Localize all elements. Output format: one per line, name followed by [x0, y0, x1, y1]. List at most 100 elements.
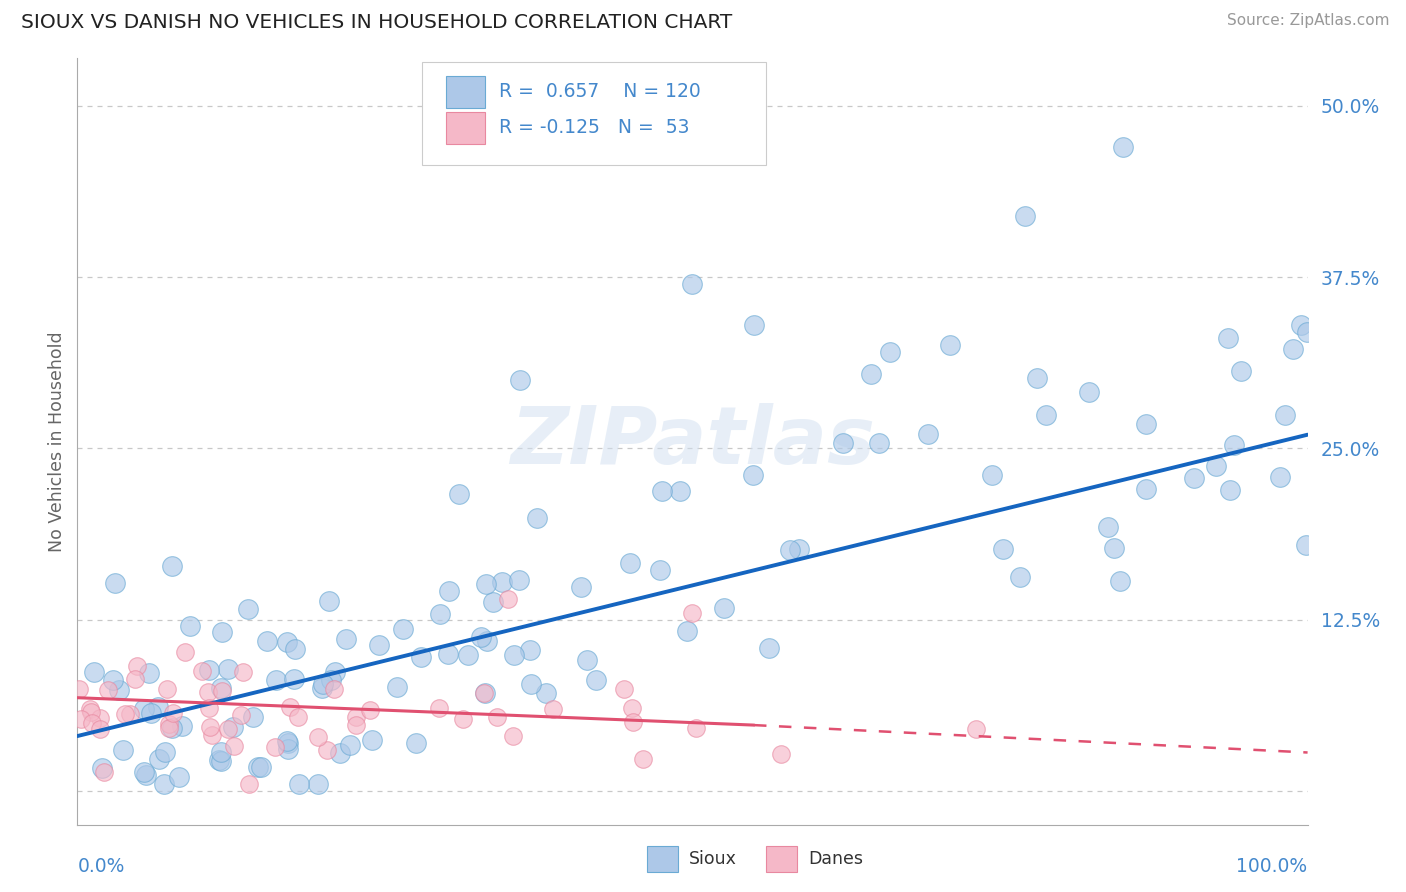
- Point: [276, 733, 298, 747]
- Point: [1216, 331, 1239, 345]
- Point: [939, 338, 962, 352]
- Point: [209, 755, 232, 769]
- Point: [284, 642, 307, 657]
- Point: [160, 721, 183, 735]
- Point: [217, 723, 239, 737]
- Point: [411, 649, 433, 664]
- Point: [173, 645, 195, 659]
- Text: Sioux: Sioux: [689, 850, 737, 868]
- Point: [447, 487, 470, 501]
- Point: [832, 435, 855, 450]
- Point: [1077, 385, 1099, 400]
- Y-axis label: No Vehicles in Household: No Vehicles in Household: [48, 331, 66, 552]
- Point: [437, 647, 460, 661]
- Point: [322, 681, 344, 696]
- Point: [860, 367, 883, 381]
- Point: [648, 563, 671, 577]
- Point: [125, 658, 148, 673]
- Point: [1035, 409, 1057, 423]
- Point: [991, 541, 1014, 556]
- Point: [104, 576, 127, 591]
- Point: [329, 746, 352, 760]
- Text: R = -0.125   N =  53: R = -0.125 N = 53: [499, 118, 689, 137]
- Point: [201, 728, 224, 742]
- Point: [138, 665, 160, 680]
- Point: [621, 714, 644, 729]
- Point: [191, 664, 214, 678]
- Point: [519, 677, 541, 691]
- Point: [621, 700, 644, 714]
- Point: [157, 722, 180, 736]
- Point: [769, 747, 792, 762]
- Point: [619, 556, 641, 570]
- Point: [541, 702, 564, 716]
- Point: [335, 632, 357, 646]
- Point: [339, 738, 361, 752]
- Point: [344, 718, 367, 732]
- Point: [197, 685, 219, 699]
- Point: [114, 706, 136, 721]
- Point: [344, 710, 367, 724]
- Text: Danes: Danes: [808, 850, 863, 868]
- Point: [208, 753, 231, 767]
- Point: [613, 681, 636, 696]
- Point: [519, 643, 541, 657]
- Point: [323, 665, 346, 679]
- Point: [93, 765, 115, 780]
- Point: [491, 574, 513, 589]
- Point: [80, 715, 103, 730]
- Point: [470, 630, 492, 644]
- Point: [429, 607, 451, 621]
- Point: [118, 706, 141, 721]
- Point: [575, 653, 598, 667]
- Point: [1182, 471, 1205, 485]
- Point: [475, 577, 498, 591]
- Text: 0.0%: 0.0%: [77, 857, 125, 876]
- Point: [197, 663, 219, 677]
- Point: [427, 701, 450, 715]
- Point: [682, 277, 704, 291]
- Point: [758, 640, 780, 655]
- Point: [486, 709, 509, 723]
- Point: [503, 648, 526, 662]
- Point: [742, 467, 765, 482]
- Point: [676, 624, 699, 638]
- Point: [502, 729, 524, 743]
- Point: [157, 716, 180, 731]
- Text: ZIPatlas: ZIPatlas: [510, 402, 875, 481]
- Point: [156, 681, 179, 696]
- Point: [141, 706, 163, 721]
- Point: [367, 638, 389, 652]
- Point: [112, 742, 135, 756]
- Point: [1108, 574, 1130, 589]
- Point: [1112, 140, 1135, 154]
- Point: [153, 745, 176, 759]
- Point: [153, 777, 176, 791]
- Point: [316, 743, 339, 757]
- Point: [79, 701, 101, 715]
- Point: [217, 661, 239, 675]
- Point: [713, 600, 735, 615]
- Point: [83, 665, 105, 680]
- Point: [312, 677, 335, 691]
- Point: [965, 722, 987, 736]
- Point: [67, 682, 90, 697]
- Point: [682, 606, 704, 620]
- Point: [879, 345, 901, 359]
- Point: [472, 686, 495, 700]
- Point: [1291, 318, 1313, 333]
- Point: [134, 702, 156, 716]
- Point: [360, 733, 382, 747]
- Point: [1205, 458, 1227, 473]
- Point: [148, 752, 170, 766]
- Point: [1270, 469, 1292, 483]
- Point: [287, 710, 309, 724]
- Point: [1219, 483, 1241, 497]
- Point: [263, 740, 285, 755]
- Point: [280, 700, 302, 714]
- Point: [89, 711, 111, 725]
- Point: [80, 705, 103, 719]
- Point: [238, 602, 260, 616]
- Point: [283, 672, 305, 686]
- Point: [457, 648, 479, 663]
